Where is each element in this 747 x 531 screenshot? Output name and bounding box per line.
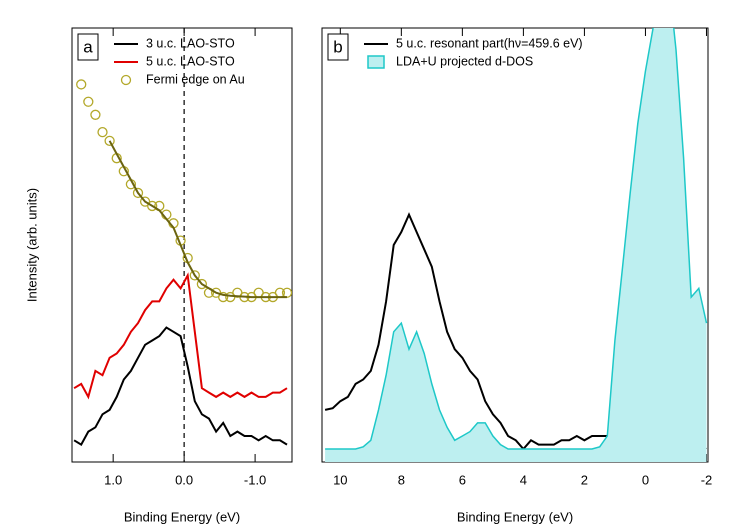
marker <box>76 79 87 90</box>
legend-label: 3 u.c. LAO-STO <box>146 36 235 50</box>
x-tick-label: 1.0 <box>104 472 122 487</box>
x-axis-title: Binding Energy (eV) <box>124 509 240 524</box>
marker <box>189 270 200 281</box>
x-tick-label: 6 <box>459 472 466 487</box>
plot-frame <box>71 27 293 463</box>
series <box>108 140 287 299</box>
marker <box>90 109 101 120</box>
marker <box>97 127 108 138</box>
marker <box>218 291 229 303</box>
legend-label: Fermi edge on Au <box>146 72 245 86</box>
series <box>73 326 288 446</box>
x-tick-label: 10 <box>333 472 347 487</box>
y-axis-title: Intensity (arb. units) <box>24 188 39 302</box>
legend-label: LDA+U projected d-DOS <box>396 54 533 68</box>
legend-label: 5 u.c. resonant part(hν=459.6 eV) <box>396 36 583 50</box>
panel-label: a <box>83 37 93 56</box>
marker <box>147 200 158 212</box>
x-axis-title: Binding Energy (eV) <box>457 509 573 524</box>
x-tick-label: 0 <box>642 472 649 487</box>
panel-label-box <box>77 33 99 61</box>
marker <box>104 135 115 146</box>
x-tick-label: -2 <box>701 472 713 487</box>
x-tick-label: 8 <box>398 472 405 487</box>
x-tick-label: 4 <box>520 472 527 487</box>
series-line <box>73 272 288 400</box>
x-tick-label: 2 <box>581 472 588 487</box>
panel-label: b <box>333 37 342 56</box>
x-tick-label: 0.0 <box>175 472 193 487</box>
area-fill <box>325 28 707 462</box>
x-tick-label: -1.0 <box>244 472 266 487</box>
panel-label-box <box>327 33 349 61</box>
series-line <box>108 140 287 299</box>
series-line <box>325 28 708 450</box>
series-line <box>73 326 288 446</box>
marker <box>196 278 208 290</box>
marker <box>83 96 94 107</box>
legend: 5 u.c. resonant part(hν=459.6 eV) LDA+U p… <box>364 36 583 69</box>
marker <box>281 287 292 298</box>
legend-swatch <box>367 55 385 69</box>
marker <box>132 187 144 199</box>
series <box>325 28 708 462</box>
series <box>73 272 288 400</box>
legend-swatch <box>120 74 132 86</box>
legend-label: 5 u.c. LAO-STO <box>146 54 235 68</box>
legend: 3 u.c. LAO-STO 5 u.c. LAO-STO Fermi edge o… <box>114 36 245 86</box>
